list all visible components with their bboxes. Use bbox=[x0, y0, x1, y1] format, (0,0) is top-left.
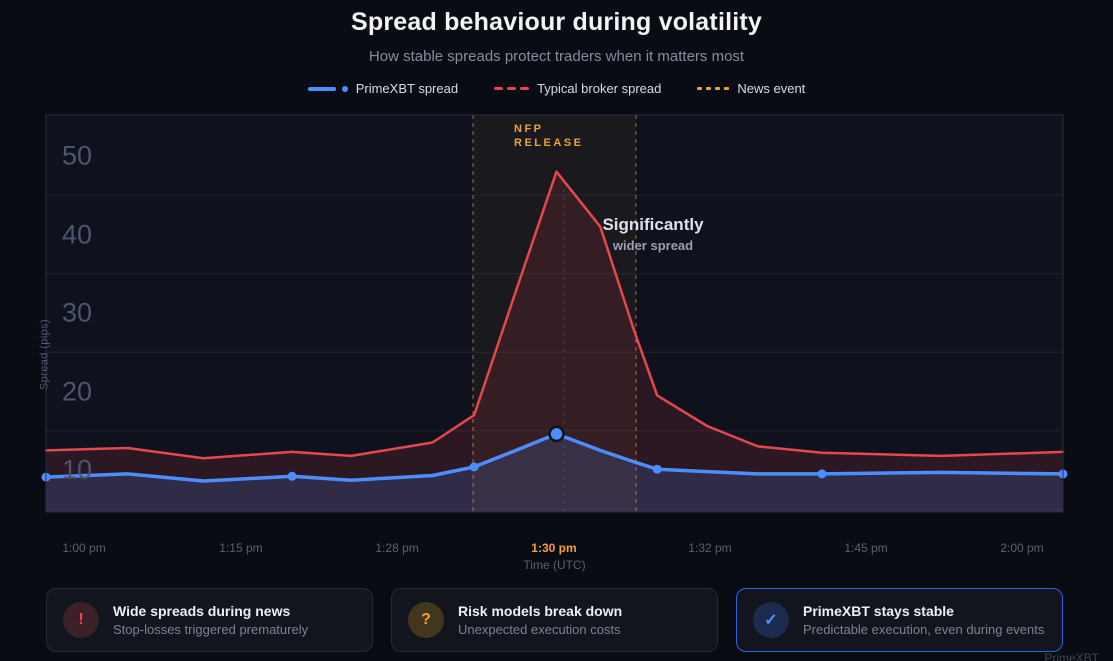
card-wide-spreads: ! Wide spreads during news Stop-losses t… bbox=[46, 588, 373, 652]
y-tick-label: 30 bbox=[62, 297, 93, 328]
data-point-dot[interactable] bbox=[652, 464, 662, 474]
page-title: Spread behaviour during volatility bbox=[350, 8, 763, 36]
data-point-dot[interactable] bbox=[817, 469, 827, 479]
card-title: PrimeXBT stays stable bbox=[803, 602, 954, 619]
legend-label: PrimeXBT spread bbox=[355, 81, 459, 96]
x-tick-label: 1:32 pm bbox=[688, 541, 732, 555]
plot-border bbox=[45, 114, 1064, 513]
checkmark-icon: ✓ bbox=[753, 602, 789, 638]
x-tick-label: 1:45 pm bbox=[844, 541, 888, 555]
x-tick-label: 2:00 pm bbox=[1000, 541, 1044, 555]
card-subtitle: Unexpected execution costs bbox=[458, 621, 621, 637]
data-point-dot[interactable] bbox=[287, 471, 297, 481]
broker-area-fill bbox=[46, 171, 1063, 512]
broker-spread-line bbox=[44, 170, 1065, 460]
card-risk-models: ? Risk models break down Unexpected exec… bbox=[391, 588, 718, 652]
legend-item-news-event[interactable]: News event bbox=[697, 81, 805, 96]
data-point-dot[interactable] bbox=[469, 462, 479, 472]
wider-spread-annotation: Significantly wider spread bbox=[602, 215, 704, 253]
primexbt-line-swatch-icon bbox=[307, 86, 336, 91]
broker-dashes-swatch-icon bbox=[494, 87, 530, 90]
legend-label: News event bbox=[737, 81, 806, 96]
x-tick-label: 1:00 pm bbox=[62, 541, 106, 555]
peak-data-point-dot[interactable] bbox=[548, 425, 565, 443]
card-subtitle: Predictable execution, even during event… bbox=[803, 621, 1045, 637]
legend-item-broker[interactable]: Typical broker spread bbox=[494, 81, 661, 96]
nfp-release-label: NFP RELEASE bbox=[514, 123, 584, 149]
primexbt-area-fill bbox=[46, 433, 1063, 512]
primexbt-watermark: PrimeXBT bbox=[1044, 651, 1099, 661]
y-tick-label: 20 bbox=[62, 376, 93, 406]
primexbt-dot-swatch-icon bbox=[341, 85, 348, 92]
legend-item-primexbt[interactable]: PrimeXBT spread bbox=[307, 81, 459, 96]
card-title: Wide spreads during news bbox=[113, 602, 291, 619]
question-icon: ? bbox=[408, 602, 444, 638]
y-axis-title: Spread (pips) bbox=[38, 318, 51, 391]
y-tick-label: 50 bbox=[62, 140, 93, 171]
x-axis-title: Time (UTC) bbox=[523, 558, 586, 572]
chart-legend: PrimeXBT spread Typical broker spread Ne… bbox=[0, 81, 1113, 96]
x-tick-label: 1:28 pm bbox=[375, 541, 419, 555]
card-primexbt-stable: ✓ PrimeXBT stays stable Predictable exec… bbox=[736, 588, 1063, 652]
exclamation-icon: ! bbox=[63, 602, 99, 638]
page-subtitle: How stable spreads protect traders when … bbox=[368, 48, 745, 65]
x-tick-label-highlighted: 1:30 pm bbox=[531, 541, 577, 555]
card-subtitle: Stop-losses triggered prematurely bbox=[113, 621, 309, 637]
y-tick-label: 40 bbox=[62, 219, 93, 249]
news-event-dashes-swatch-icon bbox=[697, 87, 730, 90]
x-tick-label: 1:15 pm bbox=[219, 541, 263, 555]
summary-cards: ! Wide spreads during news Stop-losses t… bbox=[46, 588, 1063, 652]
legend-label: Typical broker spread bbox=[537, 81, 662, 96]
y-tick-label: 10 bbox=[62, 454, 93, 485]
card-title: Risk models break down bbox=[458, 602, 623, 619]
